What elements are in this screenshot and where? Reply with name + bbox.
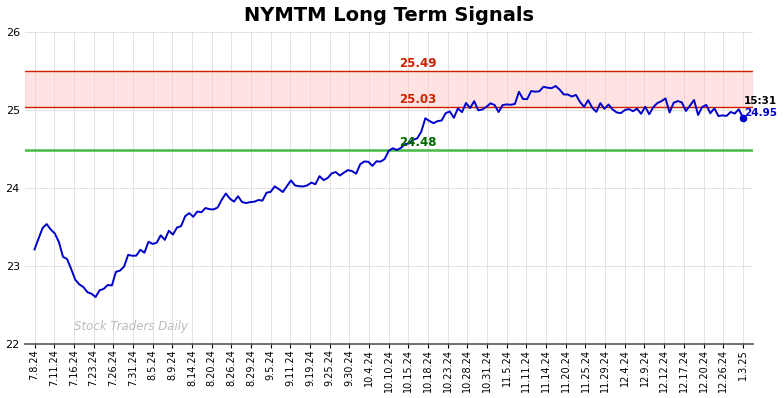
Text: Stock Traders Daily: Stock Traders Daily [74, 320, 188, 333]
Text: 25.03: 25.03 [400, 93, 437, 105]
Text: 24.48: 24.48 [400, 136, 437, 148]
Text: 24.95: 24.95 [744, 108, 777, 118]
Text: 25.49: 25.49 [400, 57, 437, 70]
Text: 15:31: 15:31 [744, 96, 777, 105]
Title: NYMTM Long Term Signals: NYMTM Long Term Signals [244, 6, 534, 25]
Bar [24, 72, 753, 107]
